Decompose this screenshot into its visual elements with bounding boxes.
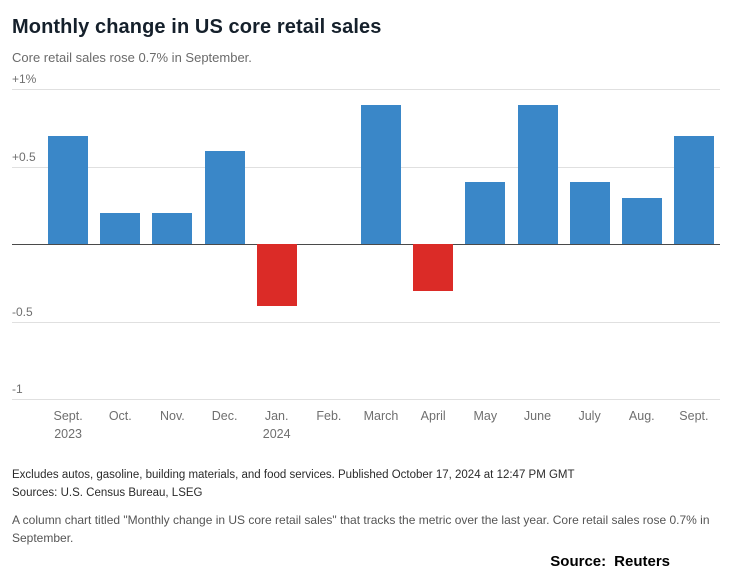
chart-footnotes: Excludes autos, gasoline, building mater… [0, 453, 736, 547]
x-tick-label: Dec. [211, 409, 238, 423]
chart-header: Monthly change in US core retail sales C… [0, 0, 736, 65]
page-title: Monthly change in US core retail sales [12, 16, 382, 38]
x-tick-label: Sept. [679, 409, 709, 423]
x-tick-label: May [473, 409, 498, 423]
source-label: Source: [550, 553, 607, 570]
bar-nov [152, 213, 193, 244]
bar-oct [100, 213, 141, 244]
bar-may [465, 182, 506, 244]
bar-dec [204, 151, 245, 244]
bar-april [413, 244, 454, 291]
x-tick-label: Jan. 2024 [262, 409, 291, 441]
x-tick-label: June [523, 409, 552, 423]
x-tick-label: July [578, 409, 601, 423]
x-tick-label: March [363, 409, 399, 423]
gridline [12, 399, 720, 400]
y-tick-label: -0.5 [12, 304, 33, 319]
x-tick-label: April [420, 409, 446, 423]
x-tick-label: Sept. 2023 [53, 409, 83, 441]
chart-description: A column chart titled "Monthly change in… [12, 513, 710, 545]
gridline [12, 89, 720, 90]
x-tick-label: Oct. [108, 409, 132, 423]
chart-plot-area: +1% +0.5 -0.5 -1 [12, 72, 720, 400]
chart-sources: Sources: U.S. Census Bureau, LSEG [12, 487, 203, 499]
chart-note: Excludes autos, gasoline, building mater… [12, 469, 575, 481]
x-tick-label: Nov. [160, 409, 185, 423]
zero-baseline [12, 244, 720, 245]
source-attribution: Source: Reuters [0, 553, 736, 570]
bar-sept-2023 [48, 135, 89, 244]
bar-aug [621, 197, 662, 244]
x-axis-labels: Sept. 2023 Oct. Nov. Dec. Jan. 2024 Feb. March Ap… [12, 407, 720, 453]
x-tick-label: Aug. [628, 409, 655, 423]
chart-subtitle: Core retail sales rose 0.7% in September… [12, 50, 252, 65]
bar-july [569, 182, 610, 244]
y-tick-label: +1% [12, 72, 37, 86]
bar-sept [673, 135, 714, 244]
gridline [12, 321, 720, 323]
y-tick-label: +0.5 [12, 149, 36, 164]
source-name: Reuters [614, 553, 670, 570]
bar-june [517, 104, 558, 244]
x-tick-label: Feb. [316, 409, 342, 423]
y-tick-label: -1 [12, 382, 23, 396]
bar-march [361, 104, 401, 244]
bar-jan-2024 [256, 244, 297, 306]
